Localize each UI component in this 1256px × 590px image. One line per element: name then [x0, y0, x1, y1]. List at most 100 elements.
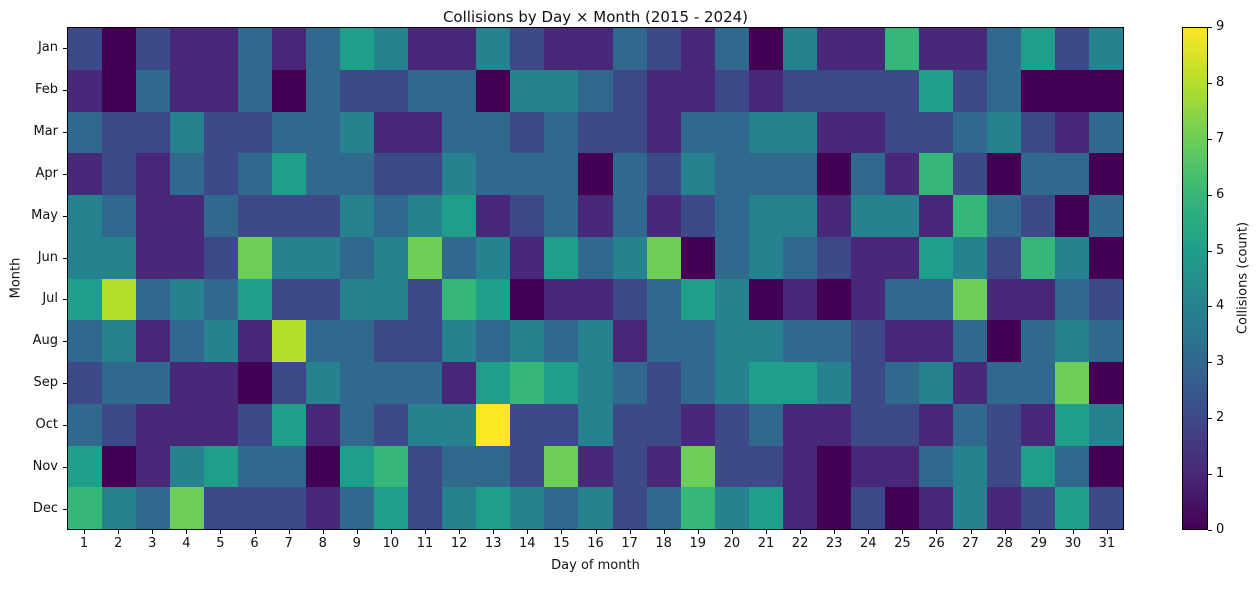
heatmap-cell [68, 278, 103, 321]
heatmap-cell [544, 69, 579, 112]
heatmap-cell [68, 403, 103, 446]
heatmap-cell [952, 278, 987, 321]
heatmap-cell [1088, 320, 1123, 362]
x-tick-mark [220, 530, 222, 534]
heatmap-cell [442, 320, 477, 362]
heatmap-cell [850, 111, 885, 154]
heatmap-cell [238, 487, 273, 529]
heatmap-cell [612, 195, 647, 237]
heatmap-cell [408, 111, 443, 154]
heatmap-cell [748, 320, 783, 362]
heatmap-cell [340, 403, 375, 446]
heatmap-cell [714, 487, 749, 529]
colorbar-tick-mark [1208, 138, 1212, 140]
heatmap-cell [272, 69, 307, 112]
heatmap-cell [816, 403, 851, 446]
heatmap-cell [408, 403, 443, 446]
heatmap-cell [544, 195, 579, 237]
y-tick-mark [63, 257, 67, 259]
heatmap-cell [136, 362, 171, 404]
heatmap-cell [476, 403, 511, 446]
heatmap-cell [136, 69, 171, 112]
colorbar-tick-label: 1 [1216, 466, 1225, 482]
heatmap-cell [612, 445, 647, 488]
heatmap-cell [408, 278, 443, 321]
heatmap-cell [578, 195, 613, 237]
heatmap-cell [816, 487, 851, 529]
y-tick-label: Nov [32, 459, 58, 475]
heatmap-cell [374, 236, 409, 279]
heatmap-cell [680, 278, 715, 321]
heatmap-cell [102, 153, 137, 195]
heatmap-cell [1020, 445, 1055, 488]
heatmap-cell [510, 278, 545, 321]
heatmap-cell [238, 278, 273, 321]
heatmap-cell [272, 445, 307, 488]
heatmap-cell [272, 403, 307, 446]
heatmap-cell [544, 320, 579, 362]
heatmap-cell [170, 195, 205, 237]
heatmap-cell [680, 320, 715, 362]
heatmap-cell [952, 403, 987, 446]
x-tick-label: 11 [416, 536, 434, 551]
x-tick-mark [118, 530, 120, 534]
heatmap-cell [204, 487, 239, 529]
heatmap-cell [680, 69, 715, 112]
heatmap-cell [442, 445, 477, 488]
heatmap-cell [374, 487, 409, 529]
heatmap-cell [918, 278, 953, 321]
y-tick-label: Feb [34, 81, 58, 97]
heatmap-cell [782, 445, 817, 488]
y-tick-label: Jan [37, 39, 58, 55]
heatmap-cell [918, 28, 953, 70]
heatmap-cell [204, 362, 239, 404]
colorbar [1182, 27, 1208, 530]
heatmap-cell [850, 153, 885, 195]
colorbar-tick-label: 7 [1216, 130, 1225, 146]
heatmap-cell [816, 320, 851, 362]
heatmap-cell [884, 111, 919, 154]
heatmap-cell [748, 195, 783, 237]
heatmap-cell [544, 278, 579, 321]
heatmap-cell [1088, 487, 1123, 529]
x-tick-label: 16 [587, 536, 604, 551]
y-tick-mark [63, 47, 67, 49]
heatmap-cell [476, 320, 511, 362]
heatmap-cell [408, 487, 443, 529]
heatmap-cell [306, 195, 341, 237]
x-tick-mark [663, 530, 665, 534]
heatmap-cell [1020, 403, 1055, 446]
heatmap-cell [714, 320, 749, 362]
heatmap-cell [748, 445, 783, 488]
heatmap-cell [476, 278, 511, 321]
heatmap-cell [1020, 236, 1055, 279]
heatmap-cell [306, 153, 341, 195]
heatmap-cell [374, 111, 409, 154]
y-tick-label: Sep [33, 375, 58, 391]
heatmap-cell [340, 320, 375, 362]
heatmap-cell [68, 153, 103, 195]
heatmap-cell [442, 362, 477, 404]
heatmap-cell [476, 236, 511, 279]
heatmap-cell [884, 69, 919, 112]
heatmap-cell [340, 487, 375, 529]
heatmap-cell [918, 320, 953, 362]
heatmap-cell [918, 69, 953, 112]
colorbar-tick-label: 6 [1216, 186, 1225, 202]
heatmap-cell [986, 278, 1021, 321]
heatmap-cell [374, 403, 409, 446]
heatmap-cell [442, 278, 477, 321]
heatmap-cell [782, 69, 817, 112]
colorbar-tick-mark [1208, 530, 1212, 531]
heatmap-cell [510, 362, 545, 404]
heatmap-cell [340, 153, 375, 195]
heatmap-cell [204, 278, 239, 321]
x-tick-mark [1106, 530, 1108, 534]
x-tick-label: 15 [553, 536, 570, 551]
heatmap-cell [850, 320, 885, 362]
heatmap-cell [1020, 362, 1055, 404]
y-tick-label: Dec [32, 501, 58, 517]
heatmap-cell [646, 445, 681, 488]
heatmap-cell [714, 445, 749, 488]
heatmap-cell [1054, 69, 1089, 112]
